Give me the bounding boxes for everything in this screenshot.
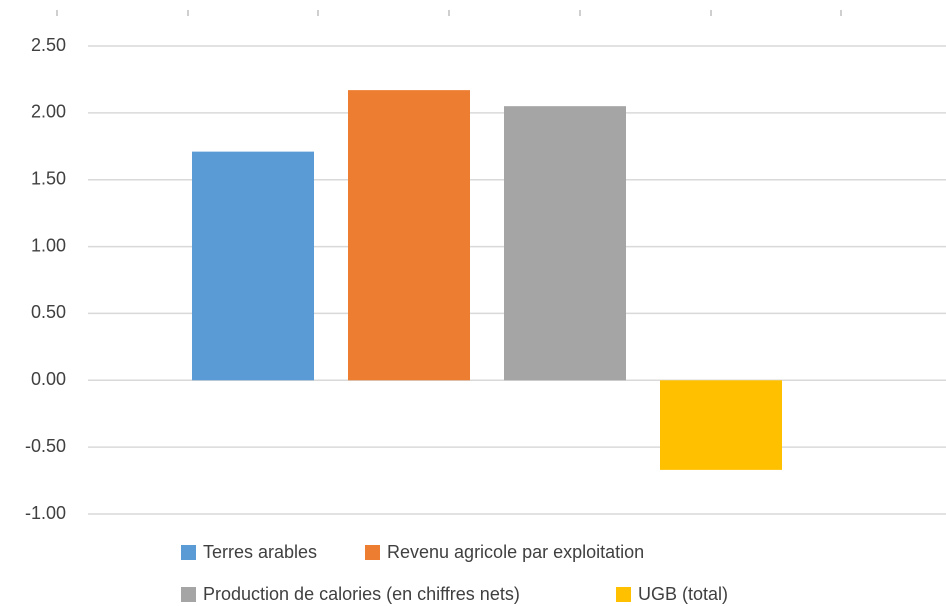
y-tick-label: -1.00 [25,503,66,523]
y-tick-label: 2.00 [31,102,66,122]
y-tick-label: 1.00 [31,235,66,255]
legend-swatch [365,545,380,560]
legend-label: UGB (total) [638,584,728,604]
legend-label: Production de calories (en chiffres nets… [203,584,520,604]
legend-label: Terres arables [203,542,317,562]
y-tick-label: 0.00 [31,369,66,389]
y-tick-label: 0.50 [31,302,66,322]
legend-swatch [616,587,631,602]
y-tick-label: -0.50 [25,436,66,456]
bar [504,106,626,381]
bar [660,380,782,470]
bar [348,90,470,381]
y-tick-label: 2.50 [31,35,66,55]
bar [192,151,314,381]
legend-label: Revenu agricole par exploitation [387,542,644,562]
y-tick-label: 1.50 [31,168,66,188]
top-axis [56,10,842,16]
legend-swatch [181,587,196,602]
legend-swatch [181,545,196,560]
